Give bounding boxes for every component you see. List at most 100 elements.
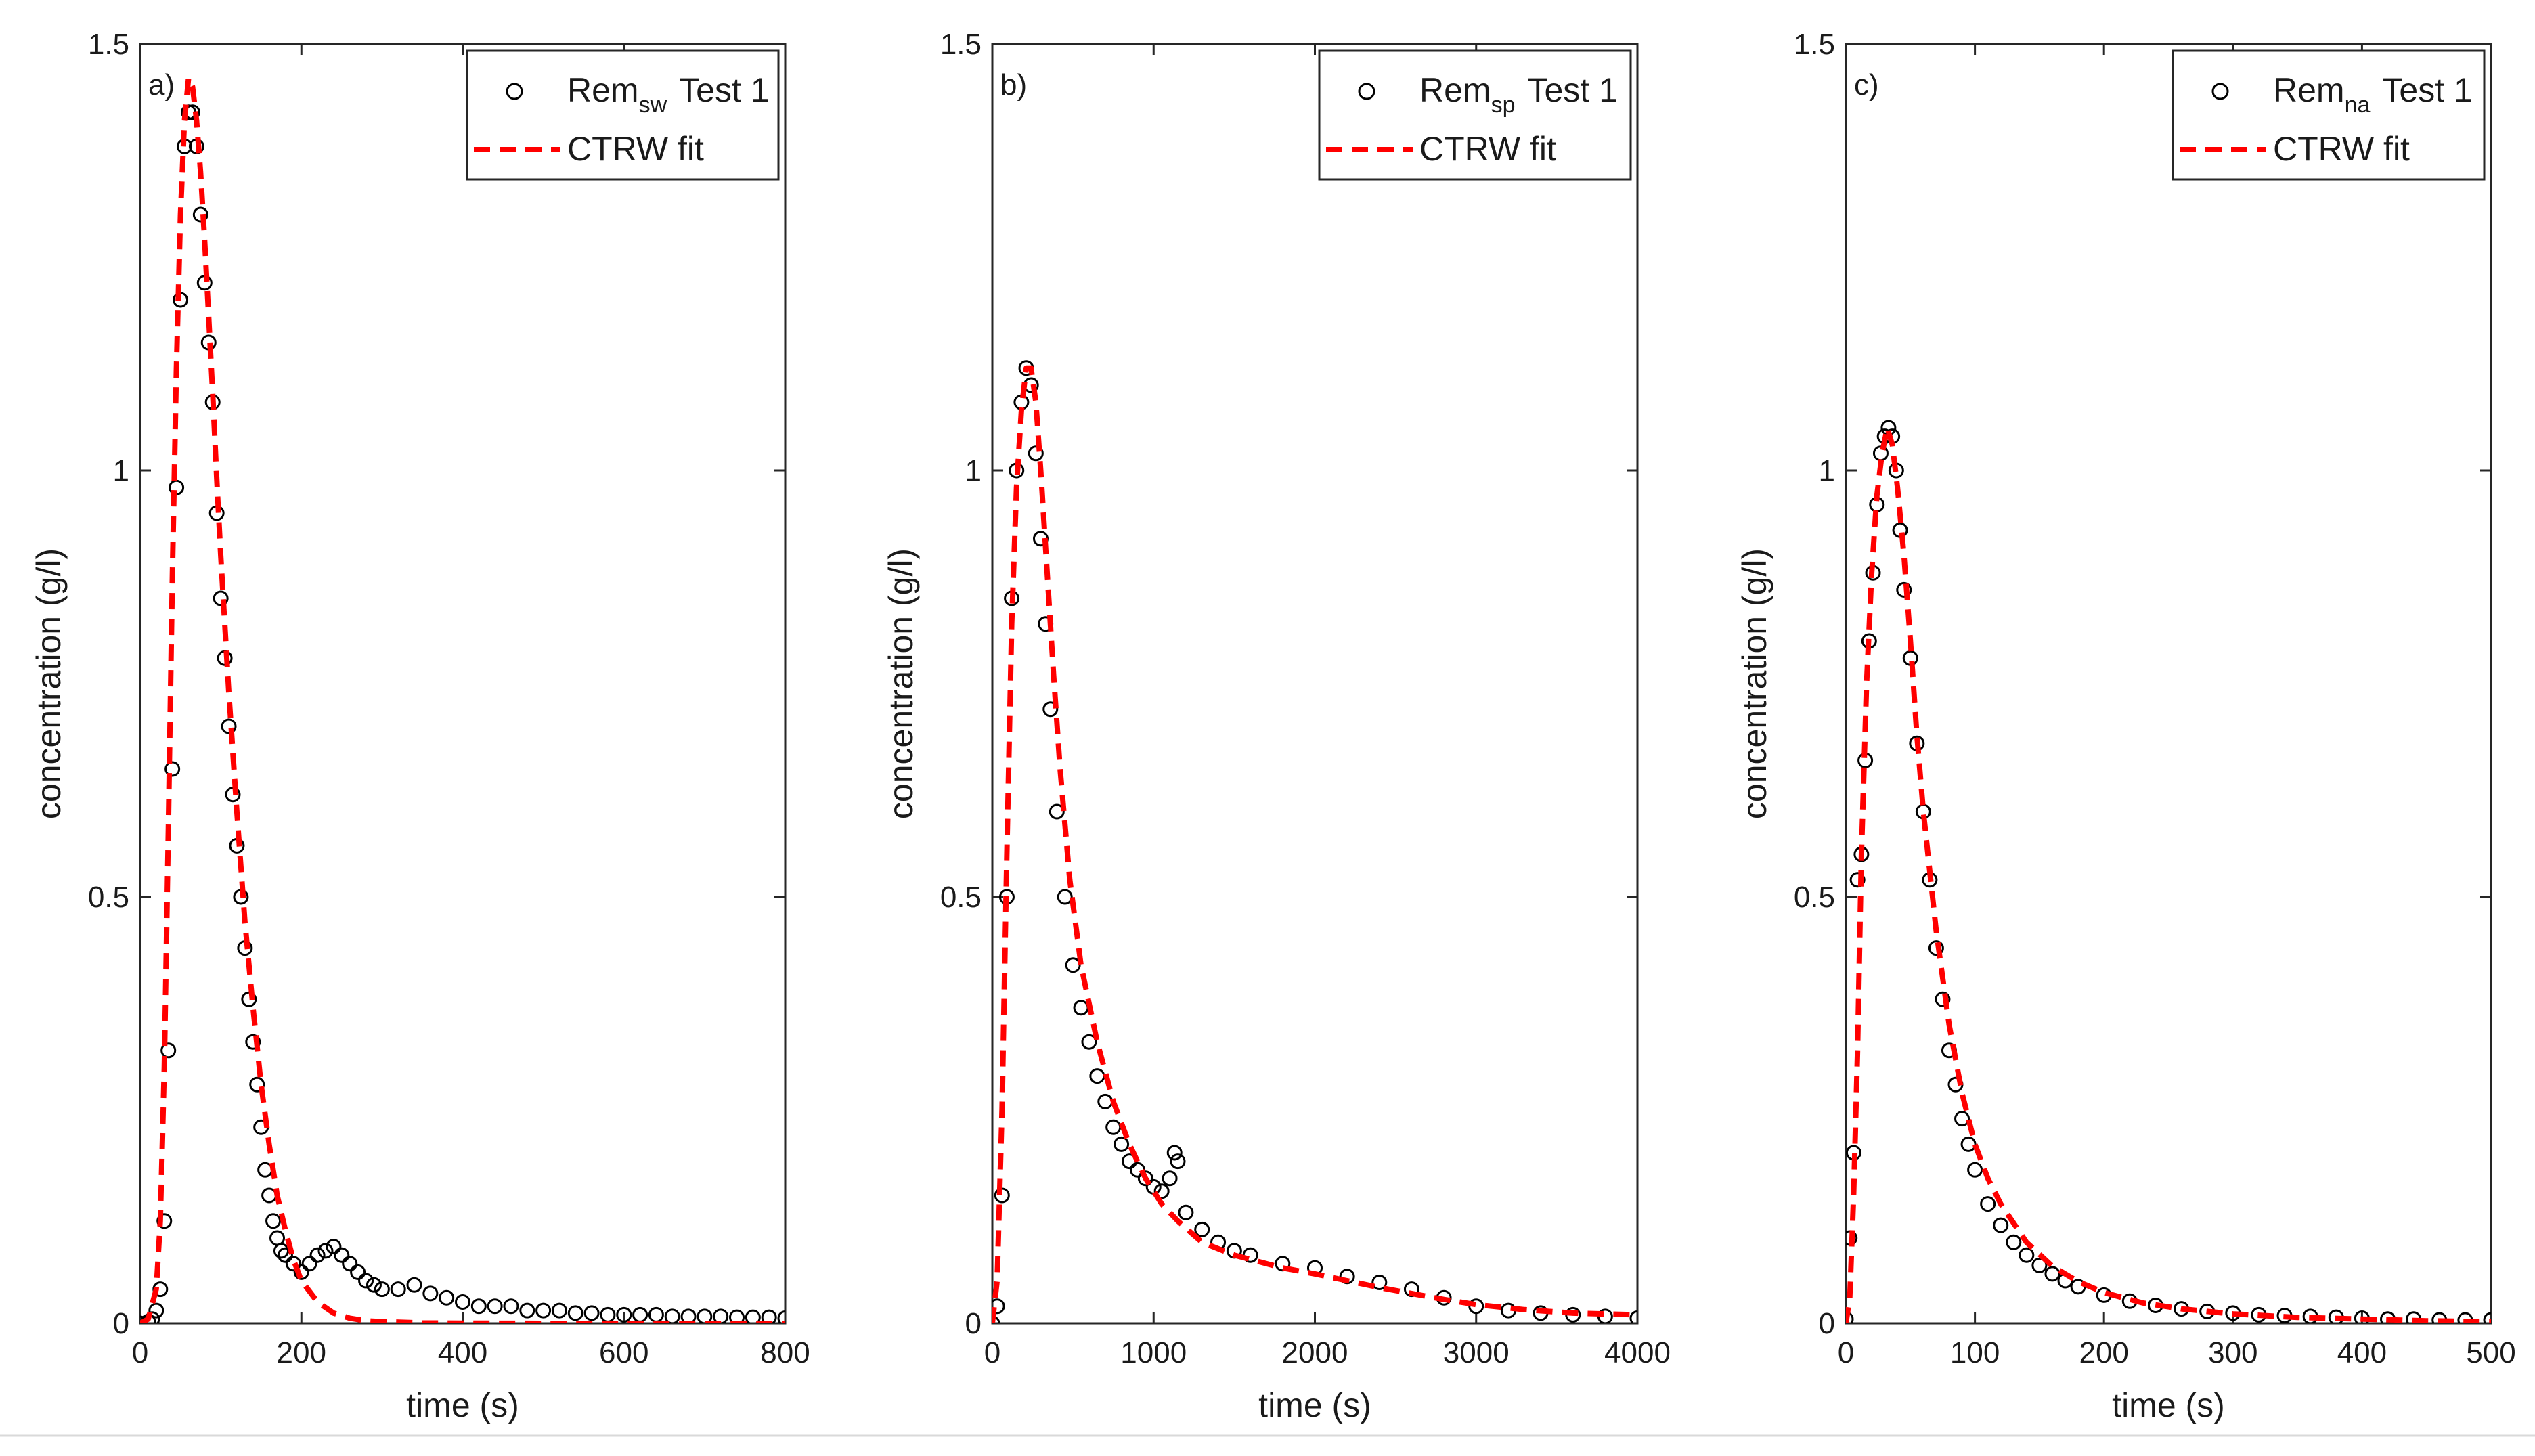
fit-line (1846, 425, 2491, 1323)
data-point (285, 1256, 301, 1272)
legend: Remna Test 1 CTRW fit (2172, 49, 2486, 181)
panels: 0 200 400 600 800 0 0.5 1 1.5 time (s) concentrati… (30, 28, 2516, 1424)
y-tick-label: 0 (965, 1307, 982, 1340)
data-point (551, 1302, 567, 1319)
x-tick-label: 1000 (1120, 1336, 1187, 1369)
x-tick-label: 4000 (1604, 1336, 1671, 1369)
data-point (1057, 889, 1073, 905)
legend: Remsw Test 1 CTRW fit (466, 49, 780, 181)
data-point (350, 1264, 366, 1280)
data-point (1597, 1308, 1613, 1323)
data-point (245, 1034, 261, 1050)
x-tick-label: 0 (132, 1336, 148, 1369)
legend-fit-label: CTRW fit (1419, 130, 1556, 168)
data-point (148, 1302, 164, 1319)
data-point (519, 1302, 535, 1319)
data-point (366, 1277, 382, 1293)
y-tick-label: 0.5 (1794, 881, 1835, 914)
y-tick-label: 1.5 (1794, 28, 1835, 61)
data-point (1166, 1145, 1183, 1161)
x-tick-label: 400 (2337, 1336, 2387, 1369)
data-point (1137, 1170, 1153, 1187)
x-tick-label: 100 (1950, 1336, 2000, 1369)
y-axis-title: concentration (g/l) (882, 548, 920, 819)
data-point (326, 1239, 342, 1255)
x-axis-title: time (s) (1258, 1386, 1371, 1424)
data-point (455, 1294, 470, 1310)
y-axis-title: concentration (g/l) (1736, 548, 1773, 819)
data-point (487, 1298, 503, 1315)
data-point (342, 1256, 358, 1272)
data-point (221, 718, 237, 734)
fit-line (992, 365, 1637, 1323)
data-point (1170, 1153, 1186, 1170)
data-point (1371, 1275, 1388, 1291)
data-point (334, 1247, 350, 1263)
data-point (2031, 1257, 2048, 1273)
plot-area (1846, 420, 2491, 1323)
legend-marker (506, 83, 523, 100)
legend-box (2172, 49, 2486, 181)
x-axis-title: time (s) (406, 1386, 519, 1424)
legend-measured-suffix: Test 1 (1528, 71, 1618, 109)
data-point (2019, 1247, 2035, 1263)
data-point (2483, 1312, 2491, 1323)
data-point (2044, 1266, 2060, 1282)
data-point (1028, 445, 1044, 462)
panel-label: b) (1000, 68, 1027, 102)
legend-measured-sub: sp (1491, 92, 1516, 118)
data-point (156, 1213, 173, 1229)
y-tick-label: 0 (113, 1307, 129, 1340)
panel-label: a) (148, 68, 175, 102)
data-point (1993, 1217, 2009, 1233)
plot-frame (1845, 43, 2492, 1325)
legend-box (1318, 49, 1632, 181)
data-point (1896, 581, 1912, 598)
data-point (567, 1305, 583, 1321)
legend-measured-suffix: Test 1 (2382, 71, 2472, 109)
y-tick-label: 0.5 (940, 881, 982, 914)
data-point (777, 1310, 785, 1323)
data-point (265, 1213, 282, 1229)
y-tick-label: 0.5 (88, 881, 129, 914)
legend-marker (2211, 83, 2229, 100)
legend-measured-prefix: Rem (1419, 71, 1491, 109)
x-tick-label: 200 (2079, 1336, 2128, 1369)
data-point (1846, 1311, 1854, 1323)
y-tick-label: 1 (1819, 454, 1835, 487)
legend-measured-sub: na (2345, 92, 2371, 118)
data-point (301, 1256, 317, 1272)
chart-panel-2: 0 1000 2000 3000 4000 0 0.5 1 1.5 time (s) concent… (882, 28, 1671, 1424)
data-point (277, 1247, 293, 1263)
legend-measured-sub: sw (639, 92, 667, 118)
data-point (1849, 872, 1866, 888)
data-point (1980, 1196, 1996, 1212)
plot-area (140, 75, 785, 1323)
data-point (1954, 1111, 1970, 1127)
y-axis-title: concentration (g/l) (30, 548, 68, 819)
legend-fit-label: CTRW fit (567, 130, 704, 168)
legend-measured-prefix: Rem (567, 71, 639, 109)
x-tick-label: 600 (599, 1336, 648, 1369)
data-point (160, 1042, 177, 1059)
y-tick-label: 1 (113, 454, 129, 487)
data-point (293, 1264, 309, 1280)
data-point (1194, 1221, 1210, 1237)
data-point (309, 1247, 326, 1263)
data-point (1049, 803, 1065, 820)
data-point (1178, 1204, 1194, 1220)
data-point (761, 1309, 777, 1323)
data-point (664, 1308, 680, 1323)
data-point (1114, 1136, 1130, 1152)
data-point (1081, 1034, 1097, 1050)
data-point (992, 1298, 1005, 1315)
data-point (1468, 1298, 1484, 1315)
x-tick-label: 200 (277, 1336, 326, 1369)
plot-area (992, 360, 1637, 1323)
chart-panel-1: 0 200 400 600 800 0 0.5 1 1.5 time (s) concentrati… (30, 28, 810, 1424)
data-point (616, 1306, 632, 1323)
data-point (358, 1273, 374, 1289)
legend-measured-prefix: Rem (2273, 71, 2345, 109)
data-point (535, 1302, 552, 1319)
